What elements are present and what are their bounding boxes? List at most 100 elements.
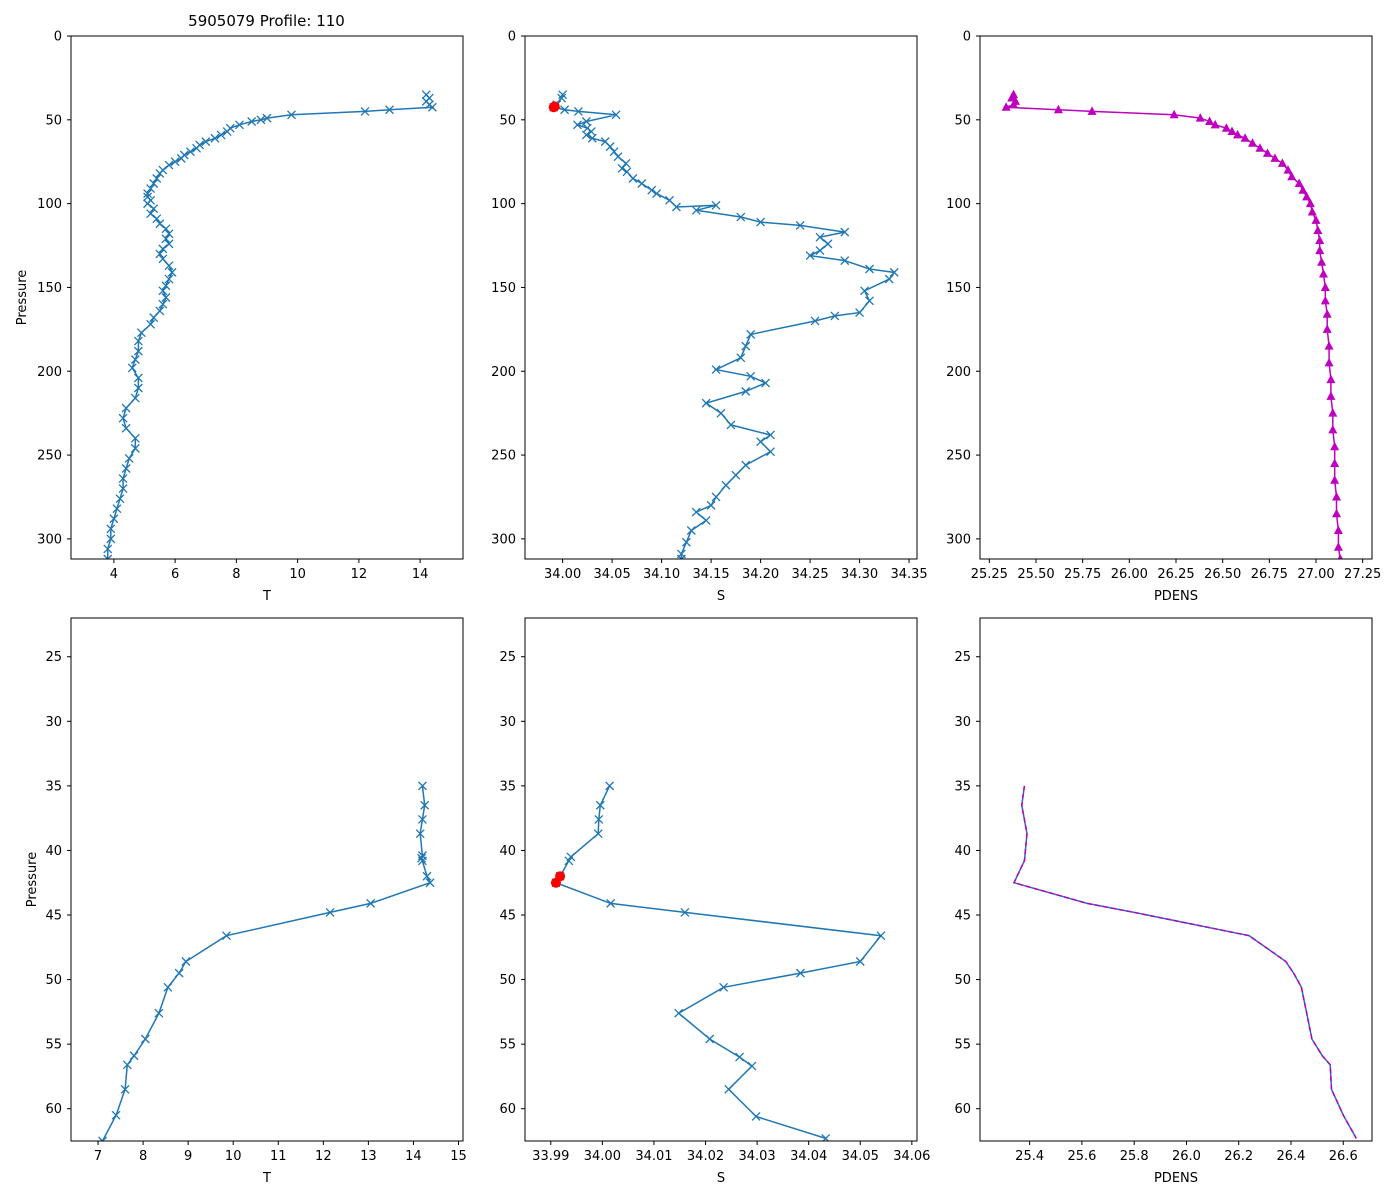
- y-tick-label: 300: [946, 532, 971, 547]
- data-point-marker: [595, 800, 605, 810]
- data-point-marker: [1287, 171, 1297, 181]
- data-point-marker: [164, 160, 174, 170]
- y-tick-label: 35: [954, 779, 971, 794]
- data-point-marker: [143, 199, 153, 209]
- series-overlay-line: [1012, 785, 1357, 1139]
- data-point-marker: [417, 853, 427, 863]
- plot-area: [98, 781, 435, 1141]
- data-point-marker: [192, 143, 202, 153]
- data-point-marker: [181, 957, 191, 966]
- data-point-marker: [234, 120, 244, 130]
- x-tick-label: 25.75: [1064, 567, 1101, 582]
- data-point-marker: [606, 898, 616, 908]
- data-point-marker: [746, 329, 756, 339]
- x-axis-label: T: [262, 589, 271, 604]
- data-point-marker: [1169, 109, 1179, 119]
- data-point-marker: [1322, 324, 1332, 333]
- data-point-marker: [647, 185, 657, 195]
- data-point-marker: [1248, 138, 1258, 147]
- data-point-marker: [136, 328, 146, 338]
- x-tick-label: 6: [171, 567, 179, 582]
- data-point-marker: [1337, 554, 1343, 559]
- data-point-marker: [155, 168, 165, 178]
- data-point-marker: [120, 1084, 130, 1094]
- data-point-marker: [795, 220, 805, 230]
- axes-frame: [979, 35, 1373, 560]
- y-tick-label: 40: [499, 844, 516, 859]
- data-point-marker: [621, 158, 631, 168]
- x-tick-label: 26.2: [1224, 1149, 1253, 1164]
- data-point-marker: [118, 484, 128, 494]
- data-point-marker: [121, 423, 131, 433]
- y-tick-label: 40: [45, 844, 62, 859]
- axes-frame: [979, 617, 1373, 1142]
- x-tick-label: 34.04: [790, 1149, 827, 1164]
- y-tick-label: 200: [37, 365, 62, 380]
- data-point-marker: [1001, 102, 1011, 111]
- data-point-marker: [594, 814, 604, 824]
- y-tick-label: 50: [499, 973, 516, 988]
- data-point-marker: [158, 299, 168, 309]
- data-point-marker: [721, 480, 731, 490]
- data-point-marker: [1320, 282, 1330, 291]
- highlight-point: [548, 102, 559, 113]
- subplot-bottom-left: 7 8 9 10 11 12 13 14 15 25 30 35 40 45 50 55 60 T Pressure: [25, 617, 467, 1186]
- data-point-marker: [201, 137, 211, 147]
- data-point-marker: [1330, 441, 1340, 451]
- x-tick-label: 34.10: [643, 567, 680, 582]
- x-tick-label: 34.06: [893, 1149, 930, 1164]
- data-point-marker: [221, 931, 231, 941]
- x-tick-label: 14: [405, 1149, 422, 1164]
- y-tick-label: 50: [45, 113, 62, 128]
- subplot-top-right: 25.25 25.50 25.75 26.00 26.25 26.50 26.75 27.00…: [946, 30, 1381, 605]
- y-axis-label: Pressure: [25, 852, 40, 908]
- x-tick-label: 34.15: [692, 567, 729, 582]
- subplot-grid: 4 6 8 10 12 14050100150200250300TPressure34.0…: [15, 30, 1381, 1187]
- data-point-marker: [701, 398, 711, 408]
- highlight-point: [550, 877, 561, 888]
- data-point-marker: [611, 110, 621, 120]
- data-point-marker: [724, 1084, 734, 1094]
- y-tick-label: 45: [45, 909, 62, 924]
- data-point-marker: [686, 526, 696, 535]
- y-tick-label: 35: [499, 779, 516, 794]
- x-tick-label: 10: [289, 567, 306, 582]
- axes-frame: [70, 35, 464, 560]
- data-point-marker: [121, 464, 131, 473]
- data-point-marker: [122, 1060, 132, 1070]
- data-point-marker: [163, 982, 173, 992]
- x-axis-label: T: [262, 1171, 271, 1186]
- data-point-marker: [360, 106, 370, 116]
- data-point-marker: [1333, 542, 1343, 551]
- x-tick-label: 27.00: [1297, 567, 1334, 582]
- data-point-marker: [741, 386, 751, 396]
- data-point-marker: [130, 355, 140, 364]
- x-tick-label: 26.00: [1111, 567, 1148, 582]
- data-point-marker: [731, 470, 741, 480]
- x-tick-label: 7: [94, 1149, 102, 1164]
- data-point-marker: [133, 346, 143, 356]
- data-point-marker: [149, 179, 159, 188]
- x-tick-label: 34.00: [584, 1149, 621, 1164]
- data-point-marker: [756, 217, 766, 227]
- x-tick-label: 12: [351, 567, 368, 582]
- data-point-marker: [1087, 106, 1097, 115]
- data-point-marker: [167, 267, 177, 277]
- data-point-marker: [810, 316, 820, 326]
- data-point-marker: [417, 856, 427, 866]
- data-point-marker: [385, 105, 394, 115]
- data-point-marker: [129, 1051, 139, 1061]
- data-point-marker: [287, 110, 296, 120]
- x-tick-label: 11: [270, 1149, 287, 1164]
- x-tick-label: 34.30: [841, 567, 878, 582]
- x-tick-label: 26.0: [1172, 1149, 1201, 1164]
- x-tick-label: 12: [315, 1149, 332, 1164]
- data-point-marker: [1210, 119, 1220, 129]
- data-point-marker: [149, 313, 159, 323]
- data-point-marker: [736, 353, 746, 363]
- y-tick-label: 100: [491, 197, 516, 212]
- figure-title: 5905079 Profile: 110: [188, 12, 345, 30]
- y-tick-label: 100: [37, 197, 62, 212]
- data-point-marker: [161, 234, 171, 244]
- data-point-marker: [366, 898, 376, 908]
